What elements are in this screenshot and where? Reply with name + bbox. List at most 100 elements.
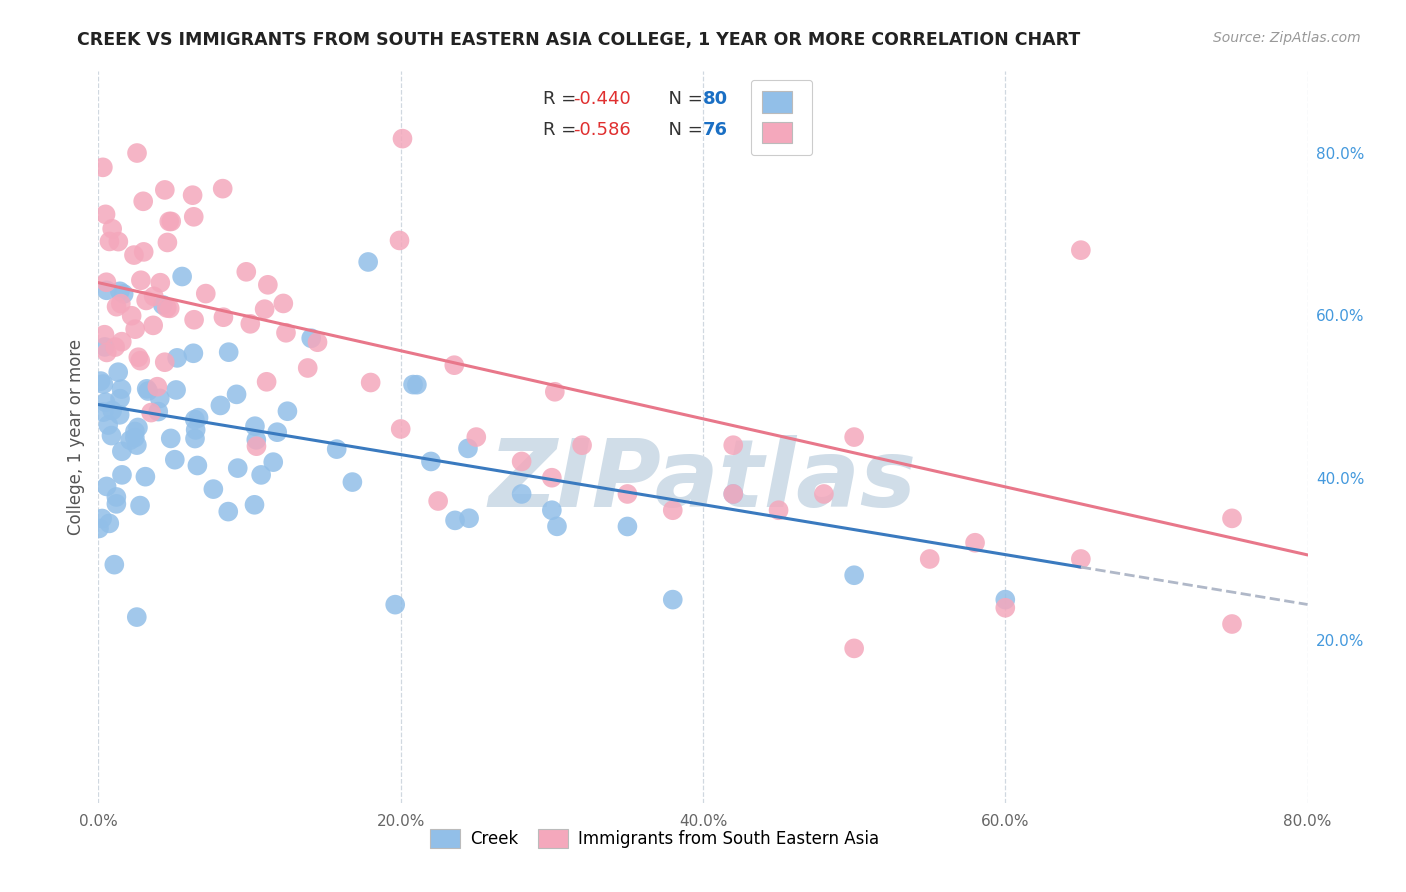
Text: ZIPatlas: ZIPatlas (489, 435, 917, 527)
Point (218, 345, 240, 359)
Point (121, 309, 143, 323)
Point (134, 469, 156, 483)
Point (209, 399, 232, 413)
Point (187, 410, 209, 425)
Point (87, 521, 110, 535)
Point (129, 353, 152, 368)
Point (90, 374, 112, 388)
Text: R =: R = (543, 121, 582, 139)
Point (274, 326, 297, 340)
Point (132, 244, 155, 259)
Point (239, 317, 262, 331)
Point (918, 552, 941, 566)
Point (100, 428, 122, 442)
Point (181, 188, 204, 202)
Point (360, 376, 382, 390)
Point (768, 503, 790, 517)
Point (139, 406, 162, 420)
Y-axis label: College, 1 year or more: College, 1 year or more (66, 339, 84, 535)
Point (427, 494, 450, 508)
Text: 76: 76 (703, 121, 728, 139)
Point (256, 375, 278, 389)
Point (146, 380, 169, 394)
Point (994, 592, 1017, 607)
Point (844, 430, 866, 444)
Point (183, 346, 205, 360)
Point (135, 293, 157, 308)
Text: -0.440: -0.440 (574, 90, 631, 108)
Point (510, 454, 533, 468)
Point (122, 248, 145, 262)
Point (112, 287, 135, 301)
Point (152, 298, 174, 312)
Point (96, 275, 118, 289)
Point (844, 568, 866, 582)
Point (1220, 617, 1243, 632)
Point (546, 519, 568, 533)
Point (107, 365, 129, 379)
Point (105, 490, 128, 504)
Point (124, 431, 146, 445)
Point (299, 331, 322, 345)
Point (149, 392, 172, 406)
Point (101, 403, 124, 417)
Point (465, 430, 488, 444)
Text: -0.586: -0.586 (574, 121, 631, 139)
Point (127, 350, 149, 364)
Point (443, 358, 465, 372)
Point (813, 487, 835, 501)
Point (844, 641, 866, 656)
Text: N =: N = (657, 90, 709, 108)
Point (245, 439, 267, 453)
Point (153, 183, 176, 197)
Point (1070, 243, 1092, 257)
Point (105, 497, 128, 511)
Point (276, 404, 298, 418)
Point (184, 412, 207, 426)
Point (125, 610, 148, 624)
Point (243, 498, 266, 512)
Point (94, 395, 117, 409)
Point (163, 452, 186, 467)
Point (202, 482, 225, 496)
Point (384, 598, 406, 612)
Point (965, 535, 987, 549)
Point (225, 387, 247, 401)
Point (307, 335, 329, 350)
Point (257, 277, 280, 292)
Point (406, 377, 429, 392)
Point (159, 301, 181, 316)
Point (135, 382, 157, 396)
Point (97, 418, 120, 433)
Point (148, 404, 170, 418)
Point (389, 422, 412, 436)
Point (129, 499, 152, 513)
Point (157, 214, 180, 228)
Point (103, 558, 125, 572)
Point (159, 431, 181, 445)
Point (98, 516, 121, 531)
Point (661, 592, 683, 607)
Point (457, 442, 479, 456)
Point (616, 519, 638, 533)
Point (105, 300, 128, 314)
Point (211, 181, 233, 195)
Point (101, 221, 124, 235)
Point (104, 340, 127, 354)
Point (661, 503, 683, 517)
Point (127, 420, 149, 434)
Point (183, 210, 205, 224)
Point (124, 322, 146, 336)
Point (273, 296, 295, 310)
Point (420, 454, 443, 468)
Point (1220, 511, 1243, 525)
Point (165, 383, 187, 397)
Point (120, 434, 142, 448)
Point (510, 487, 533, 501)
Point (391, 131, 413, 145)
Point (266, 425, 288, 440)
Point (142, 318, 165, 333)
Point (125, 438, 148, 452)
Point (149, 276, 172, 290)
Point (91, 405, 114, 419)
